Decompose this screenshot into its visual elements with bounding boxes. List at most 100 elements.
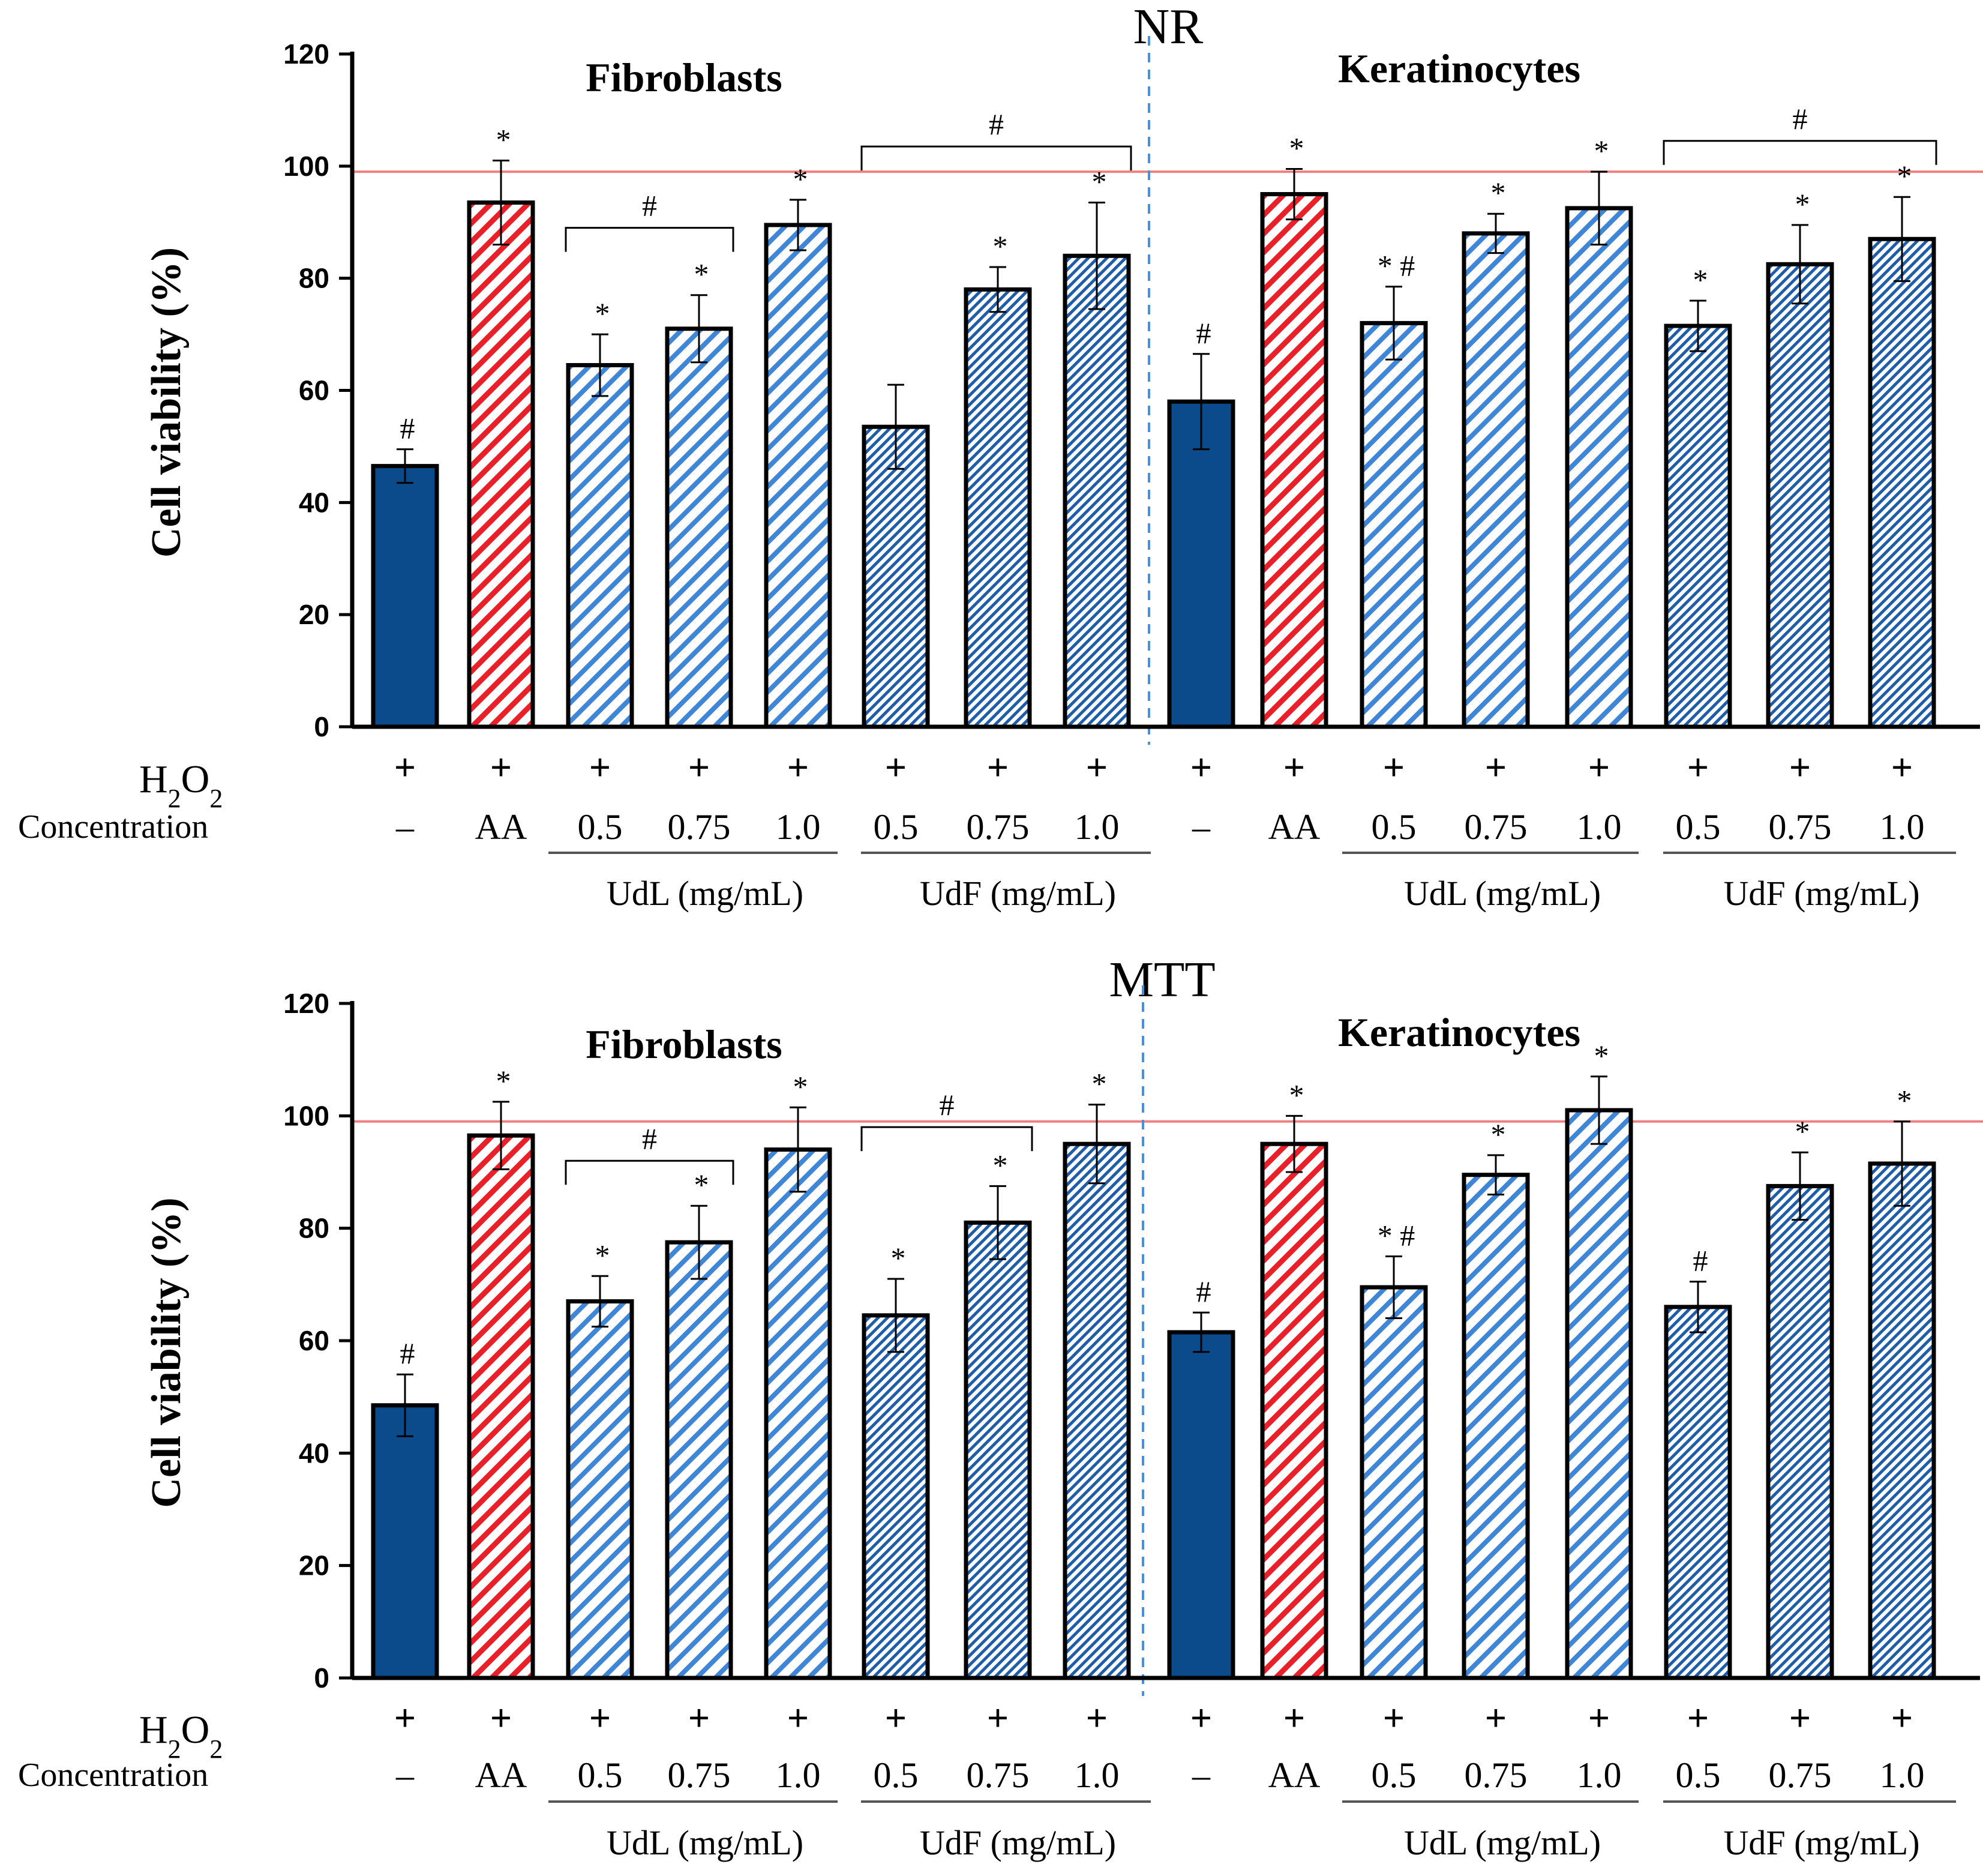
concentration-label: 0.5 — [1372, 1755, 1417, 1795]
concentration-label: 0.75 — [1769, 1755, 1832, 1795]
significance-marker: * — [496, 1064, 511, 1098]
bar — [467, 200, 535, 729]
concentration-label: 0.5 — [578, 1755, 623, 1795]
significance-marker: * — [1795, 187, 1810, 221]
significance-marker: * — [793, 162, 808, 196]
y-tick-label: 0 — [314, 711, 329, 742]
h2o2-plus: + — [1086, 746, 1108, 789]
h2o2-plus: + — [490, 746, 512, 789]
h2o2-plus: + — [1588, 746, 1610, 789]
bar — [566, 362, 634, 729]
h2o2-row-label: H2O2 — [139, 757, 223, 813]
significance-marker: * — [496, 122, 511, 156]
bar — [1063, 253, 1131, 729]
y-axis-label: Cell viability (%) — [143, 247, 190, 558]
h2o2-plus: + — [1485, 1697, 1507, 1739]
bracket-marker: # — [642, 1122, 657, 1155]
y-tick-label: 80 — [299, 1213, 329, 1244]
concentration-label: AA — [475, 807, 527, 847]
significance-marker: * — [1491, 1117, 1506, 1151]
group-title-fibroblasts: Fibroblasts — [586, 55, 782, 100]
h2o2-plus: + — [1283, 746, 1305, 789]
concentration-label: – — [395, 807, 415, 847]
significance-marker: # — [1196, 316, 1211, 350]
h2o2-plus: + — [987, 746, 1009, 789]
significance-marker: * # — [1378, 1219, 1415, 1252]
h2o2-part: O — [181, 757, 210, 801]
bar — [764, 223, 832, 729]
h2o2-plus: + — [1086, 1697, 1108, 1739]
bar — [964, 287, 1032, 729]
h2o2-plus: + — [1687, 1697, 1709, 1739]
h2o2-plus: + — [1789, 1697, 1811, 1739]
concentration-label: 0.75 — [668, 807, 731, 847]
h2o2-plus: + — [1383, 746, 1405, 789]
concentration-label: 1.0 — [1577, 807, 1622, 847]
y-tick-label: 60 — [299, 375, 329, 406]
udf-unit-label: UdF (mg/mL) — [1723, 874, 1919, 913]
y-tick-label: 40 — [299, 1437, 329, 1469]
bar — [1664, 323, 1732, 729]
concentration-label: 1.0 — [1075, 1755, 1120, 1795]
bar — [566, 1299, 634, 1680]
h2o2-part: O — [181, 1708, 210, 1752]
concentration-label: 0.5 — [578, 807, 623, 847]
h2o2-plus: + — [1588, 1697, 1610, 1739]
h2o2-row-label: H2O2 — [139, 1708, 223, 1764]
significance-marker: * — [595, 296, 610, 330]
h2o2-plus: + — [490, 1697, 512, 1739]
h2o2-part: 2 — [209, 784, 223, 813]
y-tick-label: 80 — [299, 263, 329, 294]
concentration-row-label: Concentration — [18, 808, 208, 846]
bar — [862, 424, 930, 729]
significance-bracket — [1663, 140, 1937, 165]
h2o2-part: H — [139, 757, 168, 801]
concentration-label: AA — [1268, 1755, 1321, 1795]
bar — [1167, 1330, 1235, 1680]
h2o2-plus: + — [1283, 1697, 1305, 1739]
bar — [1868, 236, 1936, 729]
y-tick-label: 40 — [299, 487, 329, 518]
significance-marker: * — [1289, 1078, 1304, 1111]
y-tick-label: 100 — [283, 151, 329, 182]
significance-marker: * — [891, 1241, 906, 1275]
h2o2-part: 2 — [168, 784, 181, 813]
h2o2-plus: + — [885, 746, 907, 789]
significance-marker: * — [694, 1168, 709, 1201]
h2o2-plus: + — [787, 746, 809, 789]
concentration-label: – — [1192, 1755, 1211, 1795]
udl-unit-label: UdL (mg/mL) — [1404, 1823, 1601, 1862]
h2o2-plus: + — [1190, 1697, 1212, 1739]
significance-bracket — [565, 1159, 734, 1185]
concentration-label: 0.5 — [1676, 1755, 1721, 1795]
significance-marker: * # — [1378, 249, 1415, 283]
concentration-label: 1.0 — [776, 1755, 821, 1795]
bar — [371, 464, 439, 729]
bar — [1766, 1183, 1834, 1680]
bracket-marker: # — [989, 107, 1004, 141]
y-tick-label: 0 — [314, 1662, 329, 1694]
concentration-label: – — [1192, 807, 1211, 847]
y-tick-label: 20 — [299, 1550, 329, 1581]
bar — [1565, 206, 1633, 729]
h2o2-plus: + — [787, 1697, 809, 1739]
nr-panel: 0 20 40 60 80 100 120 Cell viability (%) NR Fibro… — [18, 0, 1983, 913]
concentration-label: AA — [1268, 807, 1321, 847]
concentration-label: 0.5 — [1372, 807, 1417, 847]
h2o2-plus: + — [1789, 746, 1811, 789]
concentration-label: – — [395, 1755, 415, 1795]
h2o2-part: 2 — [168, 1734, 181, 1764]
bar — [665, 326, 733, 729]
significance-bracket — [565, 227, 734, 252]
significance-marker: * — [1289, 131, 1304, 165]
bar — [862, 1313, 930, 1680]
concentration-label: 1.0 — [1880, 1755, 1925, 1795]
y-tick-label: 120 — [283, 38, 329, 70]
concentration-label: 0.75 — [967, 1755, 1030, 1795]
concentration-label: 0.75 — [967, 807, 1030, 847]
h2o2-plus: + — [1383, 1697, 1405, 1739]
significance-marker: * — [1594, 134, 1609, 167]
h2o2-part: 2 — [209, 1734, 223, 1764]
group-title-keratinocytes: Keratinocytes — [1338, 1009, 1580, 1055]
h2o2-plus: + — [1891, 1697, 1913, 1739]
